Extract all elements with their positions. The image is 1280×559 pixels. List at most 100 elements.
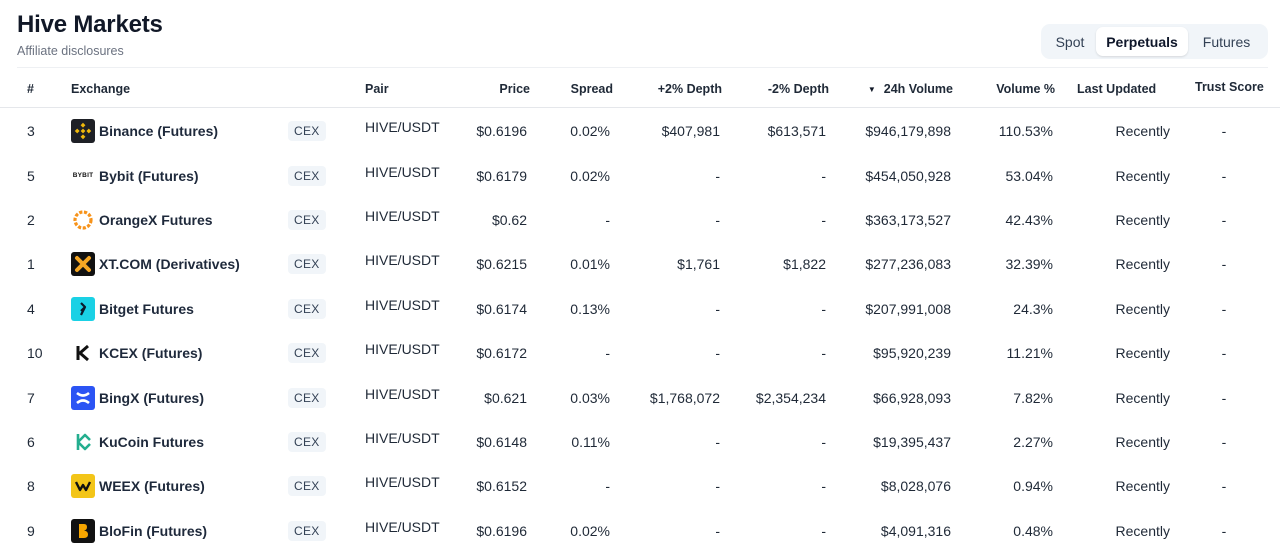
rank-cell: 10: [27, 345, 43, 362]
pair-link[interactable]: HIVE/USDT: [365, 163, 440, 180]
header-pair[interactable]: Pair: [365, 82, 389, 96]
header-rank[interactable]: #: [27, 82, 34, 96]
pair-link[interactable]: HIVE/USDT: [365, 252, 440, 269]
exchange-type-cell: CEX: [288, 109, 328, 153]
last-updated-cell: Recently: [1115, 256, 1170, 273]
table-row[interactable]: 3 Binance (Futures) CEX HIVE/USDT $0.619…: [0, 109, 1280, 153]
header-price[interactable]: Price: [499, 82, 530, 96]
depth-plus-cell: -: [715, 300, 720, 317]
exchange-type-cell: CEX: [288, 375, 328, 419]
tab-spot[interactable]: Spot: [1055, 33, 1085, 50]
trust-score-cell: -: [1221, 345, 1227, 362]
header-trust-score[interactable]: Trust Score: [1195, 80, 1264, 94]
rank-cell: 2: [27, 211, 35, 228]
cex-badge: CEX: [288, 520, 326, 541]
trust-score-cell: -: [1221, 256, 1227, 273]
tab-futures[interactable]: Futures: [1202, 33, 1251, 50]
header-spread[interactable]: Spread: [570, 82, 613, 96]
exchange-name-link[interactable]: Bybit (Futures): [99, 167, 199, 184]
table-row[interactable]: 9 BloFin (Futures) CEX HIVE/USDT $0.6196…: [0, 509, 1280, 553]
exchange-name-link[interactable]: KCEX (Futures): [99, 345, 203, 362]
exchange-name-link[interactable]: OrangeX Futures: [99, 211, 213, 228]
pair-link[interactable]: HIVE/USDT: [365, 119, 440, 136]
depth-plus-cell: $1,761: [677, 256, 720, 273]
price-cell: $0.62: [491, 211, 527, 228]
depth-minus-cell: -: [821, 478, 826, 495]
depth-minus-cell: -: [821, 433, 826, 450]
pair-link[interactable]: HIVE/USDT: [365, 429, 440, 446]
exchange-name-link[interactable]: XT.COM (Derivatives): [99, 256, 240, 273]
volume-pct-cell: 0.48%: [1013, 522, 1053, 539]
tab-perpetuals[interactable]: Perpetuals: [1096, 27, 1188, 56]
affiliate-disclosures-link[interactable]: Affiliate disclosures: [17, 44, 124, 58]
binance-logo-icon[interactable]: [71, 109, 95, 153]
depth-minus-cell: -: [821, 211, 826, 228]
header-exchange[interactable]: Exchange: [71, 82, 131, 96]
exchange-type-cell: CEX: [288, 198, 328, 242]
header-volume[interactable]: ▼ 24h Volume: [830, 70, 953, 108]
kcex-logo-icon[interactable]: [71, 331, 95, 375]
table-row[interactable]: 7 BingX (Futures) CEX HIVE/USDT $0.621 0…: [0, 375, 1280, 419]
spread-cell: 0.02%: [570, 123, 610, 140]
exchange-name-link[interactable]: BingX (Futures): [99, 389, 204, 406]
depth-plus-cell: -: [715, 522, 720, 539]
pair-link[interactable]: HIVE/USDT: [365, 385, 440, 402]
depth-minus-cell: -: [821, 167, 826, 184]
header-last-updated[interactable]: Last Updated: [1077, 82, 1157, 96]
pair-link[interactable]: HIVE/USDT: [365, 518, 440, 535]
table-row[interactable]: 4 Bitget Futures CEX HIVE/USDT $0.6174 0…: [0, 287, 1280, 331]
table-row[interactable]: 1 XT.COM (Derivatives) CEX HIVE/USDT $0.…: [0, 242, 1280, 286]
pair-link[interactable]: HIVE/USDT: [365, 207, 440, 224]
cex-badge: CEX: [288, 387, 326, 408]
exchange-name-link[interactable]: Bitget Futures: [99, 300, 194, 317]
rank-cell: 9: [27, 522, 35, 539]
header-depth-minus[interactable]: -2% Depth: [767, 82, 829, 96]
kucoin-logo-icon[interactable]: [71, 420, 95, 464]
depth-minus-cell: -: [821, 345, 826, 362]
exchange-name-link[interactable]: Binance (Futures): [99, 123, 219, 140]
pair-link[interactable]: HIVE/USDT: [365, 341, 440, 358]
pair-link[interactable]: HIVE/USDT: [365, 474, 440, 491]
cex-badge: CEX: [288, 298, 326, 319]
bitget-logo-icon[interactable]: [71, 287, 95, 331]
table-row[interactable]: 6 KuCoin Futures CEX HIVE/USDT $0.6148 0…: [0, 420, 1280, 464]
price-cell: $0.6196: [476, 123, 527, 140]
depth-plus-cell: -: [715, 433, 720, 450]
blofin-logo-icon[interactable]: [71, 509, 95, 553]
volume-pct-cell: 0.94%: [1013, 478, 1053, 495]
spread-cell: 0.02%: [570, 522, 610, 539]
table-row[interactable]: 8 WEEX (Futures) CEX HIVE/USDT $0.6152 -…: [0, 464, 1280, 508]
volume-pct-cell: 24.3%: [1013, 300, 1053, 317]
orangex-logo-icon[interactable]: [71, 198, 95, 242]
sort-desc-icon: ▼: [867, 84, 876, 94]
trust-score-cell: -: [1221, 478, 1227, 495]
market-type-tabs: Spot Perpetuals Futures: [1041, 24, 1268, 59]
trust-score-cell: -: [1221, 522, 1227, 539]
table-row[interactable]: 2 OrangeX Futures CEX HIVE/USDT $0.62 - …: [0, 198, 1280, 242]
table-row[interactable]: 5 BYBIT Bybit (Futures) CEX HIVE/USDT $0…: [0, 153, 1280, 197]
exchange-type-cell: CEX: [288, 420, 328, 464]
header-volume-pct[interactable]: Volume %: [996, 82, 1055, 96]
header-depth-plus[interactable]: +2% Depth: [657, 82, 722, 96]
volume-pct-cell: 7.82%: [1013, 389, 1053, 406]
depth-minus-cell: $1,822: [783, 256, 826, 273]
table-row[interactable]: 10 KCEX (Futures) CEX HIVE/USDT $0.6172 …: [0, 331, 1280, 375]
bybit-logo-icon[interactable]: BYBIT: [72, 172, 94, 180]
exchange-name-link[interactable]: KuCoin Futures: [99, 433, 204, 450]
bingx-logo-icon[interactable]: [71, 375, 95, 419]
exchange-name-link[interactable]: WEEX (Futures): [99, 478, 205, 495]
trust-score-cell: -: [1221, 211, 1227, 228]
last-updated-cell: Recently: [1115, 167, 1170, 184]
xtcom-logo-icon[interactable]: [71, 242, 95, 286]
price-cell: $0.621: [484, 389, 527, 406]
last-updated-cell: Recently: [1115, 433, 1170, 450]
price-cell: $0.6174: [476, 300, 527, 317]
rank-cell: 7: [27, 389, 35, 406]
volume-pct-cell: 32.39%: [1005, 256, 1053, 273]
volume-pct-cell: 2.27%: [1013, 433, 1053, 450]
exchange-type-cell: CEX: [288, 509, 328, 553]
exchange-name-link[interactable]: BloFin (Futures): [99, 522, 208, 539]
weex-logo-icon[interactable]: [71, 464, 95, 508]
pair-link[interactable]: HIVE/USDT: [365, 296, 440, 313]
header-divider: [17, 67, 1268, 68]
